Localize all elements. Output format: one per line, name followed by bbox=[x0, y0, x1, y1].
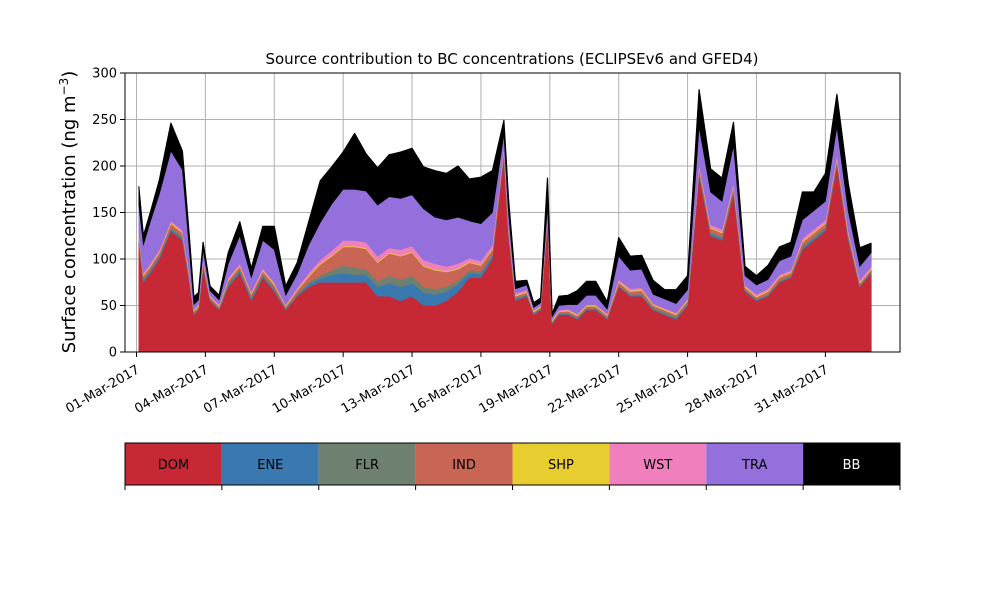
legend-frame bbox=[124, 442, 901, 486]
y-axis-label-main: Surface concentration (ng m bbox=[59, 95, 80, 353]
legend-label: DOM bbox=[158, 458, 189, 473]
legend-label: SHP bbox=[548, 458, 574, 473]
legend: DOM ENE FLR IND SHP WST TRA BB bbox=[124, 442, 901, 490]
legend-label: FLR bbox=[355, 458, 379, 473]
x-tick-label: 01-Mar-2017 bbox=[63, 362, 142, 416]
y-axis-label: Surface concentration (ng m−3) bbox=[57, 71, 80, 354]
legend-swatch-ene bbox=[221, 443, 319, 485]
y-tick-label: 300 bbox=[92, 67, 117, 82]
x-tick-label: 22-Mar-2017 bbox=[546, 362, 625, 416]
x-tick-label: 31-Mar-2017 bbox=[752, 362, 831, 416]
legend-swatch-shp bbox=[512, 443, 610, 485]
legend-swatch-flr bbox=[318, 443, 416, 485]
legend-label: TRA bbox=[741, 458, 767, 473]
x-tick-label: 10-Mar-2017 bbox=[270, 362, 349, 416]
x-tick-label: 28-Mar-2017 bbox=[683, 362, 762, 416]
y-tick-label: 200 bbox=[92, 160, 117, 175]
y-tick-label: 150 bbox=[92, 206, 117, 221]
y-tick-label: 0 bbox=[109, 346, 117, 361]
legend-label: IND bbox=[452, 458, 476, 473]
x-tick-label: 25-Mar-2017 bbox=[614, 362, 693, 416]
area-series bbox=[138, 89, 872, 353]
x-tick-label: 16-Mar-2017 bbox=[408, 362, 487, 416]
legend-swatch-dom bbox=[125, 443, 222, 485]
legend-label: ENE bbox=[257, 458, 283, 473]
y-tick-label: 250 bbox=[92, 113, 117, 128]
y-tick-label: 50 bbox=[100, 299, 117, 314]
legend-swatch-ind bbox=[415, 443, 513, 485]
x-tick-label: 13-Mar-2017 bbox=[339, 362, 418, 416]
y-axis-label-close: ) bbox=[59, 71, 80, 78]
x-tick-label: 07-Mar-2017 bbox=[201, 362, 280, 416]
x-axis-ticks: 01-Mar-201704-Mar-201707-Mar-201710-Mar-… bbox=[63, 352, 831, 417]
y-axis-ticks: 0 50 100 150 200 250 300 bbox=[92, 67, 125, 361]
chart-title: Source contribution to BC concentrations… bbox=[265, 50, 758, 68]
area-dom bbox=[138, 156, 872, 353]
legend-label: WST bbox=[643, 458, 672, 473]
y-axis-label-exponent: −3 bbox=[57, 78, 71, 96]
legend-swatch-bb bbox=[803, 443, 900, 485]
y-tick-label: 100 bbox=[92, 253, 117, 268]
total-outline bbox=[138, 89, 872, 315]
legend-label: BB bbox=[843, 458, 861, 473]
x-tick-label: 19-Mar-2017 bbox=[477, 362, 556, 416]
legend-swatch-wst bbox=[609, 443, 707, 485]
legend-swatch-tra bbox=[706, 443, 804, 485]
x-tick-label: 04-Mar-2017 bbox=[132, 362, 211, 416]
